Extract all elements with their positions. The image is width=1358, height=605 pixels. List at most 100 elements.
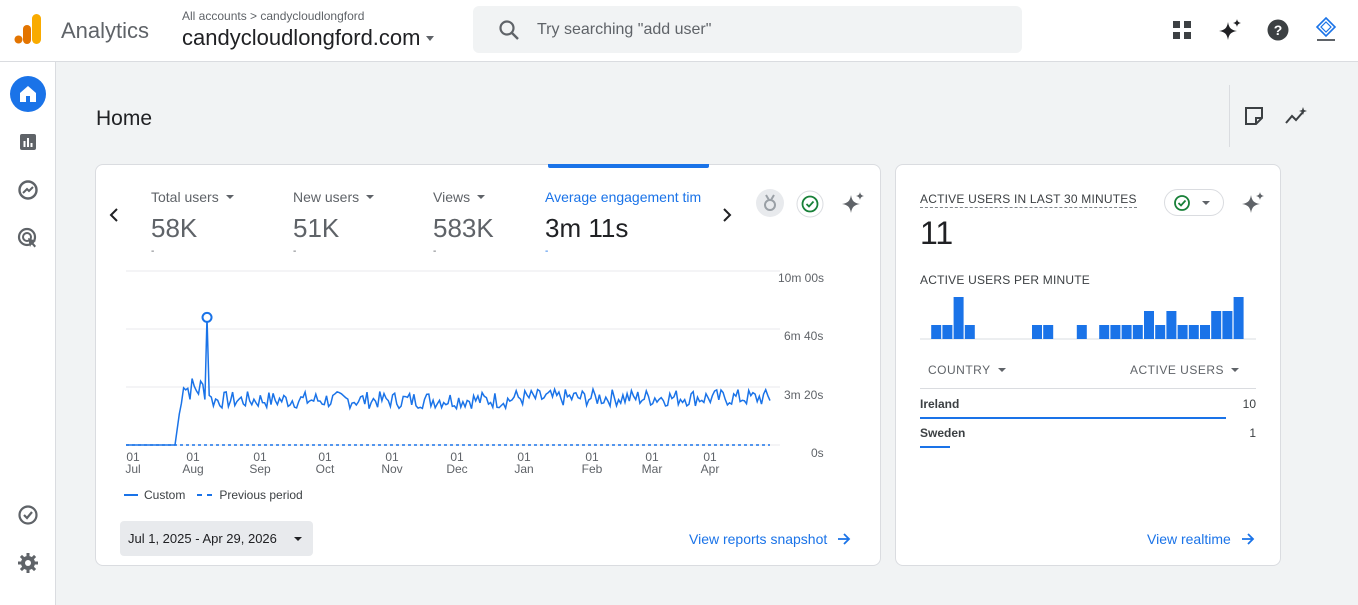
x-tick: 01 Dec — [446, 450, 468, 476]
caret-down-icon — [1231, 368, 1240, 372]
breadcrumb[interactable]: All accounts > candycloudlongford — [182, 9, 365, 23]
nav-home[interactable] — [10, 76, 46, 112]
arrow-right-icon — [1241, 533, 1255, 545]
insights-trend-icon[interactable] — [1284, 105, 1308, 127]
minute-bar[interactable] — [1177, 325, 1188, 339]
verified-check-icon[interactable] — [796, 190, 824, 218]
minute-bar[interactable] — [1043, 325, 1054, 339]
minute-bar[interactable] — [953, 297, 964, 339]
sparkle-icon[interactable] — [841, 191, 865, 215]
col-users-header[interactable]: ACTIVE USERS — [1130, 363, 1240, 377]
minute-bar[interactable] — [942, 325, 953, 339]
date-range-label: Jul 1, 2025 - Apr 29, 2026 — [128, 531, 277, 546]
date-range-selector[interactable]: Jul 1, 2025 - Apr 29, 2026 — [120, 521, 313, 556]
realtime-heading[interactable]: ACTIVE USERS IN LAST 30 MINUTES — [920, 192, 1137, 208]
x-tick: 01 Oct — [315, 450, 335, 476]
nav-advertising[interactable] — [10, 220, 46, 256]
minute-bar[interactable] — [1099, 325, 1110, 339]
nav-reports[interactable] — [10, 124, 46, 160]
chart-legend: Custom Previous period — [124, 488, 303, 502]
minute-bar[interactable] — [1032, 325, 1042, 339]
help-icon[interactable]: ? — [1266, 18, 1290, 42]
realtime-active-users: 11 — [920, 215, 954, 251]
caret-down-icon — [426, 36, 435, 41]
table-divider — [920, 388, 1256, 389]
realtime-card: ACTIVE USERS IN LAST 30 MINUTES 11 ACTIV… — [895, 164, 1281, 566]
minute-bar[interactable] — [1233, 297, 1244, 339]
x-tick: 01 Jan — [514, 450, 534, 476]
metric-value: 583K — [433, 213, 494, 243]
minute-bar[interactable] — [964, 325, 975, 339]
metric-value: 3m 11s — [545, 213, 629, 243]
metric-change: - — [151, 246, 155, 257]
view-reports-snapshot-link[interactable]: View reports snapshot — [689, 531, 851, 547]
minute-bar[interactable] — [1144, 311, 1154, 339]
legend-solid-swatch — [124, 494, 138, 496]
minute-bar[interactable] — [1121, 325, 1132, 339]
view-realtime-link[interactable]: View realtime — [1147, 531, 1255, 547]
search-placeholder: Try searching "add user" — [537, 20, 712, 38]
metric-views[interactable]: Views 583K - — [433, 189, 494, 257]
minute-bar[interactable] — [1155, 325, 1166, 339]
page-title: Home — [96, 107, 153, 130]
x-tick: 01 Feb — [581, 450, 603, 476]
chevron-left-icon[interactable] — [106, 207, 122, 223]
caret-down-icon — [997, 368, 1006, 372]
property-selector[interactable]: candycloudlongford.com — [182, 25, 436, 51]
minute-bar[interactable] — [1076, 325, 1087, 339]
metric-avg-engagement[interactable]: Average engagement tim 3m 11s - — [545, 189, 709, 257]
col-country-header[interactable]: COUNTRY — [928, 363, 1007, 377]
analytics-logo[interactable] — [14, 14, 42, 44]
metric-change: - — [433, 246, 437, 257]
search-icon — [499, 19, 519, 40]
nav-settings[interactable] — [10, 545, 46, 581]
left-navigation — [0, 62, 56, 605]
minute-bar[interactable] — [1222, 311, 1233, 339]
metric-new-users[interactable]: New users 51K - — [293, 189, 375, 257]
minute-bar[interactable] — [1166, 311, 1177, 339]
metric-total-users[interactable]: Total users 58K - — [151, 189, 235, 257]
minute-bar[interactable] — [1110, 325, 1121, 339]
legend-previous: Previous period — [219, 488, 303, 502]
col-country-label: COUNTRY — [928, 363, 991, 377]
x-tick: 01 Nov — [381, 450, 403, 476]
row-share-bar — [920, 446, 951, 448]
peak-marker[interactable] — [201, 311, 213, 323]
realtime-status-dropdown[interactable] — [1164, 189, 1224, 216]
app-name: Analytics — [61, 18, 150, 43]
y-tick: 6m 40s — [784, 329, 824, 343]
x-tick: 01 Aug — [182, 450, 204, 476]
insights-note-icon[interactable] — [1243, 105, 1265, 127]
country-users: 10 — [1242, 397, 1256, 411]
property-name: candycloudlongford.com — [182, 25, 421, 50]
account-avatar[interactable] — [1313, 16, 1339, 44]
minute-bar[interactable] — [1188, 325, 1199, 339]
minute-bar[interactable] — [931, 325, 942, 339]
search-bar[interactable]: Try searching "add user" — [473, 6, 1022, 53]
sparkle-icon[interactable] — [1241, 191, 1265, 215]
metric-label: Average engagement tim — [545, 189, 702, 205]
selected-metric-indicator — [548, 164, 709, 168]
metric-change: - — [545, 246, 549, 257]
gear-icon — [18, 553, 38, 573]
row-bar-track — [920, 446, 1256, 448]
sparkle-icon[interactable] — [1218, 18, 1242, 42]
x-tick: 01 Jul — [125, 450, 141, 476]
y-tick: 0s — [811, 446, 824, 460]
country-name: Sweden — [920, 426, 966, 440]
chevron-right-icon[interactable] — [719, 207, 735, 223]
apps-grid-icon[interactable] — [1170, 18, 1194, 42]
minute-bar[interactable] — [1211, 311, 1222, 339]
caret-down-icon — [1202, 200, 1210, 205]
row-bar-track — [920, 417, 1256, 419]
nav-explore[interactable] — [10, 172, 46, 208]
country-users: 1 — [1249, 426, 1256, 440]
minute-bar[interactable] — [1200, 325, 1210, 339]
minute-bar[interactable] — [1132, 325, 1143, 339]
medal-icon[interactable] — [756, 189, 784, 217]
metric-change: - — [293, 246, 297, 257]
per-minute-bar-chart — [920, 297, 1256, 340]
nav-admin-checklist[interactable] — [10, 497, 46, 533]
metric-value: 58K — [151, 213, 198, 243]
col-users-label: ACTIVE USERS — [1130, 363, 1225, 377]
